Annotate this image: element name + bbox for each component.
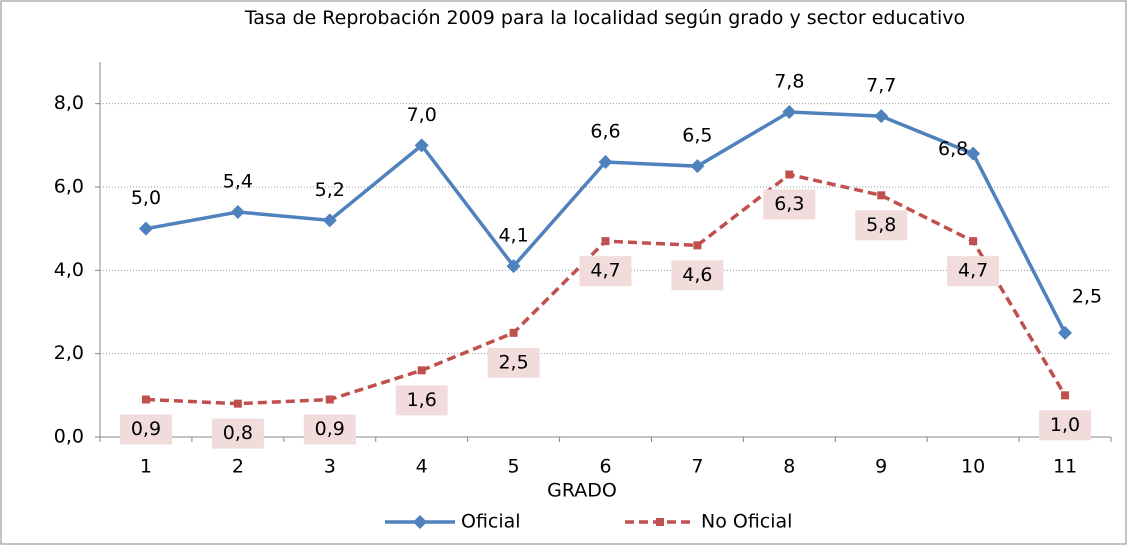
data-label: 7,7: [866, 75, 896, 97]
y-tick-label: 2,0: [54, 342, 84, 364]
data-label: 7,8: [774, 71, 804, 93]
legend-marker: [413, 515, 427, 529]
x-tick-label: 5: [508, 456, 520, 478]
data-point: [414, 138, 429, 153]
data-label-bg: [395, 385, 448, 416]
data-label: 6,5: [682, 125, 712, 147]
data-point: [690, 159, 705, 174]
data-label: 2,5: [1072, 285, 1102, 307]
x-tick-label: 3: [324, 456, 336, 478]
data-point: [966, 146, 981, 161]
data-label-bg: [487, 347, 540, 378]
data-label-bg: [1039, 410, 1092, 441]
data-label: 7,0: [407, 104, 437, 126]
y-tick-label: 0,0: [54, 426, 84, 448]
legend-marker: [656, 518, 664, 526]
data-point: [509, 328, 518, 337]
data-point: [233, 399, 242, 408]
data-label-bg: [211, 418, 264, 449]
data-point: [506, 259, 521, 274]
data-label: 6,3: [774, 193, 804, 215]
x-tick-label: 7: [691, 456, 703, 478]
y-tick-label: 8,0: [54, 92, 84, 114]
data-point: [693, 241, 702, 250]
data-label: 4,6: [682, 264, 712, 286]
data-point: [325, 395, 334, 404]
data-label: 5,2: [315, 179, 345, 201]
data-label: 0,9: [131, 418, 161, 440]
data-point: [322, 213, 337, 228]
data-point: [782, 105, 797, 119]
x-tick-label: 9: [875, 456, 887, 478]
data-label: 0,8: [223, 422, 253, 444]
data-point: [601, 237, 610, 246]
x-tick-label: 4: [416, 456, 428, 478]
x-tick-label: 10: [961, 456, 985, 478]
data-label-bg: [303, 414, 356, 445]
data-label-bg: [119, 414, 172, 445]
data-point: [969, 237, 978, 246]
data-label: 4,7: [590, 260, 620, 282]
data-label: 6,6: [590, 121, 620, 143]
x-tick-label: 2: [232, 456, 244, 478]
data-label-bg: [947, 256, 1000, 287]
x-tick-label: 1: [140, 456, 152, 478]
data-point: [598, 155, 613, 169]
data-point: [417, 366, 426, 375]
data-point: [230, 205, 245, 219]
data-label-bg: [671, 260, 724, 291]
data-label-bg: [579, 256, 632, 287]
data-label-bg: [763, 189, 816, 220]
data-label: 6,8: [938, 138, 968, 160]
series-line: [145, 110, 1067, 334]
data-label: 5,8: [866, 214, 896, 236]
data-label: 1,0: [1050, 414, 1080, 436]
series-line: [145, 172, 1067, 406]
data-label: 5,0: [131, 187, 161, 209]
legend-label: Oficial: [461, 511, 521, 533]
legend-label: No Oficial: [701, 511, 792, 533]
data-label: 1,6: [407, 389, 437, 411]
x-axis-label: GRADO: [547, 480, 617, 502]
data-label-bg: [855, 210, 908, 241]
data-point: [138, 221, 153, 236]
data-point: [785, 170, 794, 179]
data-point: [877, 191, 886, 200]
data-point: [874, 109, 889, 124]
x-tick-label: 8: [783, 456, 795, 478]
x-tick-label: 11: [1053, 456, 1077, 478]
y-tick-label: 6,0: [54, 176, 84, 198]
chart-title: Tasa de Reprobación 2009 para la localid…: [244, 7, 966, 29]
data-label: 4,1: [498, 225, 528, 247]
data-label: 4,7: [958, 260, 988, 282]
y-tick-label: 4,0: [54, 259, 84, 281]
data-label: 2,5: [498, 351, 528, 373]
data-point: [1058, 325, 1073, 340]
data-point: [1061, 391, 1070, 400]
x-tick-label: 6: [599, 456, 611, 478]
data-label: 5,4: [223, 171, 253, 193]
data-label: 0,9: [315, 418, 345, 440]
data-point: [141, 395, 150, 404]
